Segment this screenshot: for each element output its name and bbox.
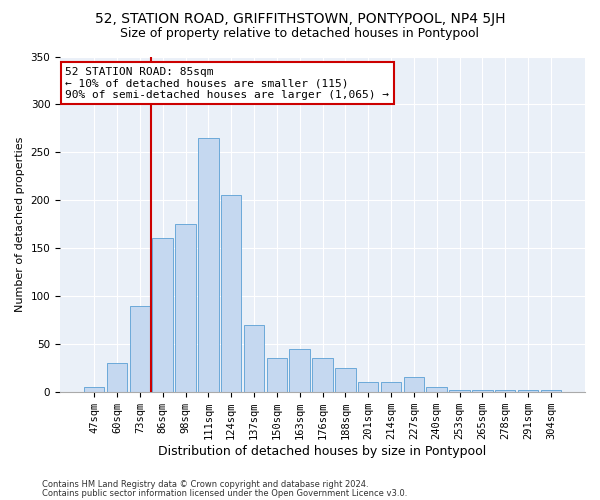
Text: Size of property relative to detached houses in Pontypool: Size of property relative to detached ho… [121, 28, 479, 40]
Bar [427, 387, 447, 392]
Bar [381, 382, 401, 392]
Bar [130, 306, 150, 392]
Bar [175, 224, 196, 392]
Bar [289, 348, 310, 392]
Bar [312, 358, 333, 392]
Bar [335, 368, 356, 392]
Bar [244, 324, 264, 392]
Text: Contains HM Land Registry data © Crown copyright and database right 2024.: Contains HM Land Registry data © Crown c… [42, 480, 368, 489]
Bar [221, 196, 241, 392]
Bar [266, 358, 287, 392]
Text: Contains public sector information licensed under the Open Government Licence v3: Contains public sector information licen… [42, 488, 407, 498]
Text: 52, STATION ROAD, GRIFFITHSTOWN, PONTYPOOL, NP4 5JH: 52, STATION ROAD, GRIFFITHSTOWN, PONTYPO… [95, 12, 505, 26]
Bar [152, 238, 173, 392]
X-axis label: Distribution of detached houses by size in Pontypool: Distribution of detached houses by size … [158, 444, 487, 458]
Bar [449, 390, 470, 392]
Bar [404, 378, 424, 392]
Bar [84, 387, 104, 392]
Bar [541, 390, 561, 392]
Bar [495, 390, 515, 392]
Bar [518, 390, 538, 392]
Bar [107, 363, 127, 392]
Y-axis label: Number of detached properties: Number of detached properties [15, 136, 25, 312]
Bar [472, 390, 493, 392]
Bar [198, 138, 218, 392]
Text: 52 STATION ROAD: 85sqm
← 10% of detached houses are smaller (115)
90% of semi-de: 52 STATION ROAD: 85sqm ← 10% of detached… [65, 66, 389, 100]
Bar [358, 382, 379, 392]
